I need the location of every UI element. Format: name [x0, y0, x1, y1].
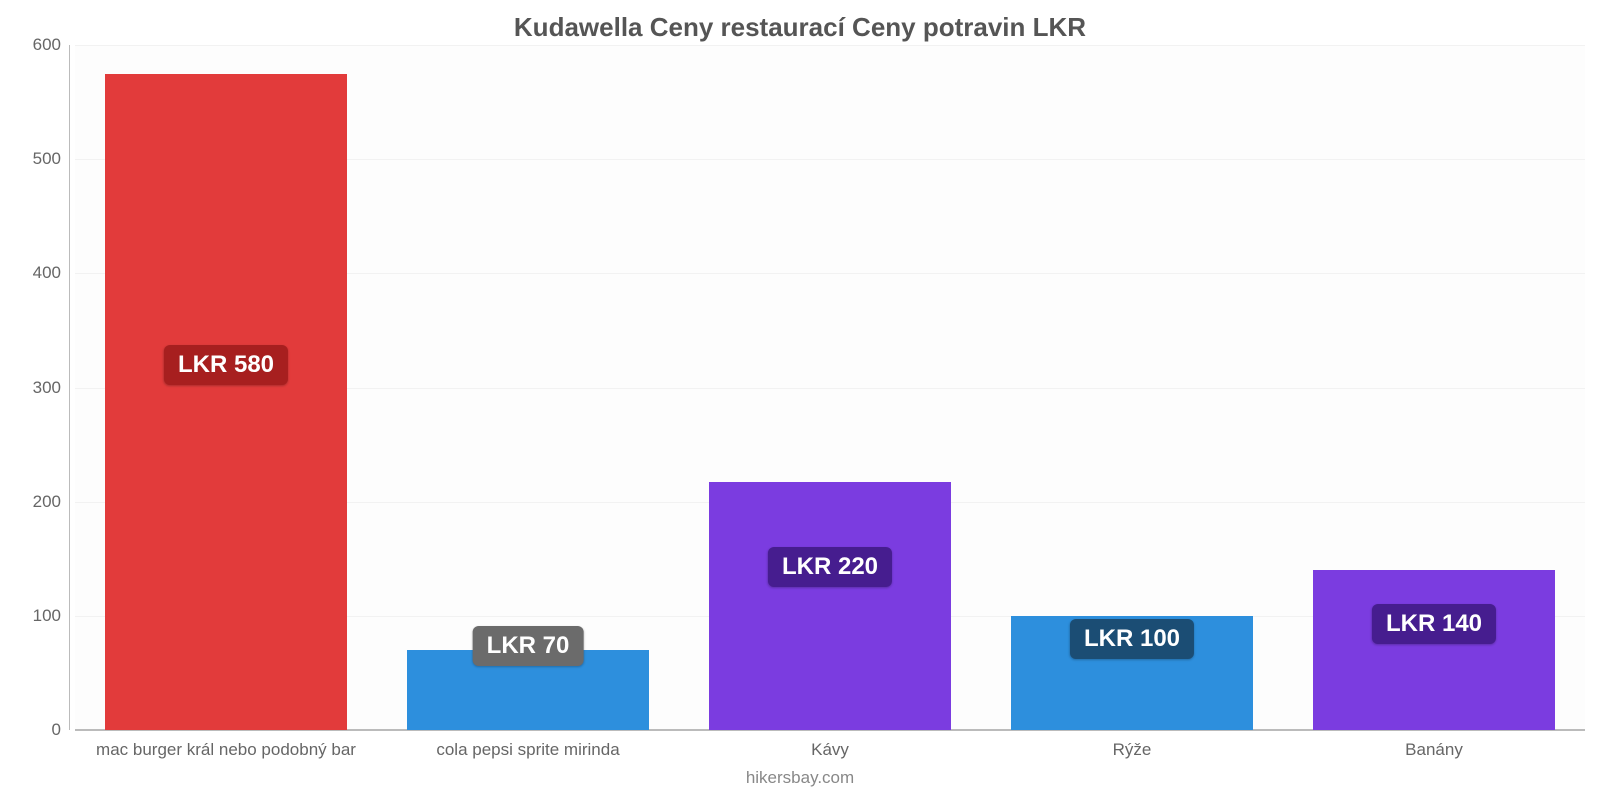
y-tick-label: 400 [33, 263, 75, 283]
bar [105, 74, 347, 730]
x-tick-label: cola pepsi sprite mirinda [436, 730, 619, 760]
x-tick-label: Kávy [811, 730, 849, 760]
chart-title: Kudawella Ceny restaurací Ceny potravin … [0, 12, 1600, 43]
y-tick-label: 200 [33, 492, 75, 512]
gridline [75, 45, 1585, 46]
value-badge: LKR 580 [164, 345, 288, 385]
x-tick-label: mac burger král nebo podobný bar [96, 730, 356, 760]
y-tick-label: 100 [33, 606, 75, 626]
bar [1313, 570, 1555, 730]
plot-area: 0100200300400500600mac burger král nebo … [75, 45, 1585, 730]
chart-container: Kudawella Ceny restaurací Ceny potravin … [0, 0, 1600, 800]
value-badge: LKR 100 [1070, 619, 1194, 659]
y-tick-label: 0 [52, 720, 75, 740]
y-tick-label: 500 [33, 149, 75, 169]
value-badge: LKR 140 [1372, 604, 1496, 644]
x-tick-label: Banány [1405, 730, 1463, 760]
value-badge: LKR 70 [473, 626, 584, 666]
x-tick-label: Rýže [1113, 730, 1152, 760]
chart-footer: hikersbay.com [0, 768, 1600, 788]
value-badge: LKR 220 [768, 547, 892, 587]
y-tick-label: 300 [33, 378, 75, 398]
bar [709, 482, 951, 730]
y-tick-label: 600 [33, 35, 75, 55]
